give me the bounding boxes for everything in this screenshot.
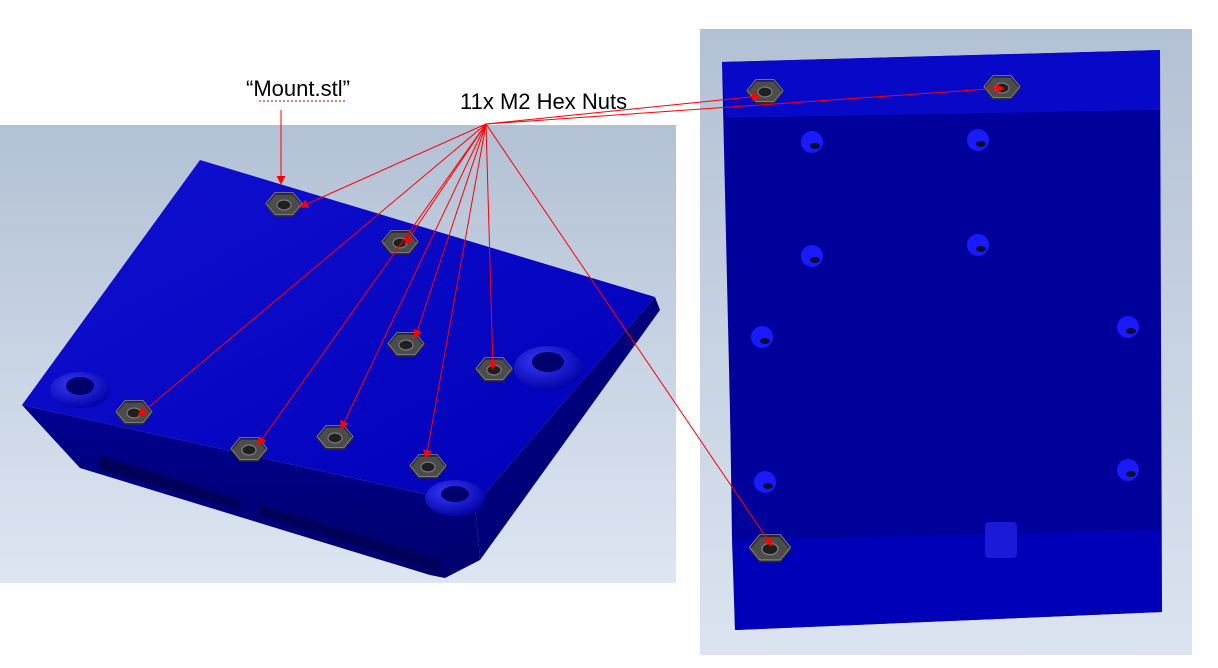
- screw-hole: [754, 471, 776, 493]
- underside-tab: [260, 505, 440, 572]
- arrow-nut: [485, 123, 498, 370]
- boss-hole: [532, 352, 564, 372]
- screw-hole: [1117, 316, 1139, 338]
- boss-hole: [441, 486, 469, 502]
- arrow-nut: [485, 123, 773, 547]
- arrow-nut: [413, 123, 487, 339]
- mount-part-bottom-view: [722, 50, 1162, 630]
- screw-hole: [967, 234, 989, 256]
- part-top-strip: [722, 50, 1160, 118]
- screw-hole: [751, 326, 773, 348]
- part-side-face: [475, 297, 660, 560]
- screw-hole: [1117, 459, 1139, 481]
- callout-arrows: [137, 84, 1005, 547]
- screw-hole: [801, 131, 823, 153]
- part-front-face: [22, 405, 480, 578]
- arrow-nut: [137, 123, 487, 417]
- arrow-nut: [485, 84, 1005, 125]
- screw-hole: [967, 129, 989, 151]
- right-viewport: [700, 29, 1192, 655]
- arrow-nut: [340, 123, 487, 430]
- arrow-nut: [299, 123, 487, 208]
- arrow-nut: [404, 123, 487, 245]
- boss-hole: [66, 377, 94, 395]
- arrow-nut: [423, 123, 487, 459]
- arrow-nut: [257, 123, 487, 446]
- hex-pocket: [985, 522, 1017, 558]
- part-bottom-strip: [732, 530, 1162, 630]
- part-recess: [726, 110, 1160, 540]
- part-label: “Mount.stl”: [246, 76, 350, 101]
- nuts-label: 11x M2 Hex Nuts: [460, 89, 627, 114]
- left-viewport: [0, 125, 676, 583]
- arrow-nut: [485, 92, 761, 125]
- screw-hole: [801, 245, 823, 267]
- underside-tab: [100, 455, 240, 510]
